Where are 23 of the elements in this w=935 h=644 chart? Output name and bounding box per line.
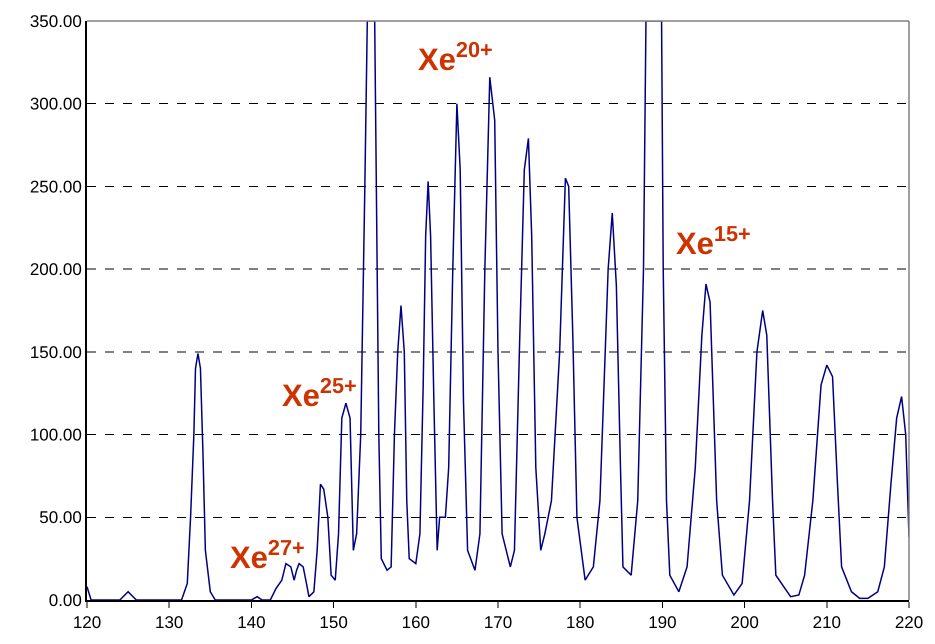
y-tick-label: 350.00 [30, 12, 82, 31]
y-tick-label: 200.00 [30, 260, 82, 280]
y-tick-label: 50.00 [39, 508, 82, 528]
annotation: Xe$^{15+}$ [676, 221, 751, 262]
x-tick-label: 150 [319, 613, 348, 632]
annotation: Xe$^{20+}$ [418, 37, 493, 78]
y-tick-label: 0.00 [48, 590, 82, 610]
x-tick-label: 120 [72, 613, 102, 632]
y-tick-label: 150.00 [30, 342, 82, 362]
y-tick-label: 250.00 [30, 177, 82, 196]
x-tick-label: 200 [730, 613, 759, 632]
x-tick-label: 220 [894, 613, 924, 632]
x-tick-label: 170 [484, 613, 512, 632]
annotation: Xe$^{27+}$ [230, 535, 305, 576]
x-tick-label: 180 [566, 613, 594, 632]
y-tick-label: 100.00 [30, 426, 82, 445]
x-tick-label: 130 [155, 613, 184, 632]
y-tick-label: 300.00 [30, 94, 82, 114]
x-tick-label: 210 [812, 613, 841, 632]
x-tick-label: 190 [648, 613, 677, 632]
annotation: Xe$^{25+}$ [282, 373, 357, 414]
x-tick-label: 140 [237, 613, 266, 632]
x-tick-label: 160 [402, 613, 430, 632]
